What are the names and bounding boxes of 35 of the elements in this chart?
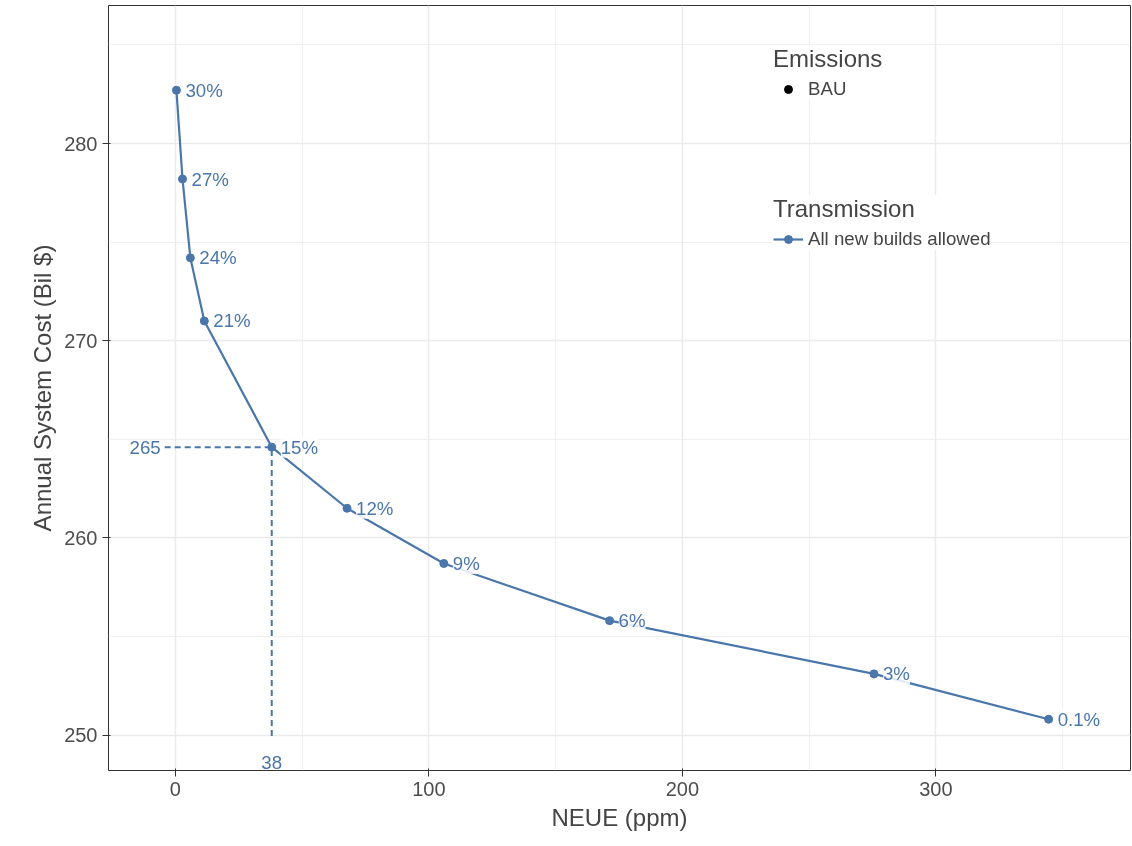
legend-label: All new builds allowed xyxy=(808,228,991,250)
annotation: 6% xyxy=(618,610,646,632)
y-tick-label: 260 xyxy=(64,526,98,549)
point xyxy=(171,85,181,95)
ref-line-label: 38 xyxy=(261,751,283,773)
point xyxy=(1044,714,1054,724)
annotation: 0.1% xyxy=(1057,708,1101,730)
x-tick-label: 200 xyxy=(665,777,700,800)
annotation: 30% xyxy=(185,79,223,101)
annotation: 12% xyxy=(356,497,394,519)
annotation: 15% xyxy=(280,436,319,458)
point xyxy=(199,316,209,326)
y-tick-label: 270 xyxy=(64,329,98,352)
x-axis-title: NEUE (ppm) xyxy=(551,803,688,831)
point xyxy=(178,174,188,184)
x-tick-label: 300 xyxy=(919,777,953,800)
y-tick-label: 250 xyxy=(64,724,98,747)
annotation: 21% xyxy=(213,310,251,332)
legend-label: BAU xyxy=(808,78,847,100)
annotation: 24% xyxy=(199,247,237,269)
ref-line-label: 265 xyxy=(129,436,161,458)
point xyxy=(185,253,195,263)
x-tick-label: 0 xyxy=(169,777,181,800)
y-axis-title: Annual System Cost (Bil $) xyxy=(29,244,57,532)
point xyxy=(869,669,879,679)
point xyxy=(439,558,449,568)
point xyxy=(605,616,615,626)
annotation: Emissions xyxy=(773,45,883,73)
annotation: 3% xyxy=(882,663,910,685)
legend-title: Transmission xyxy=(773,195,916,223)
y-tick-label: 280 xyxy=(64,132,98,155)
annotation: 27% xyxy=(191,168,229,190)
x-tick-label: 100 xyxy=(412,777,446,800)
point xyxy=(342,503,352,513)
annotation: 9% xyxy=(452,552,480,574)
